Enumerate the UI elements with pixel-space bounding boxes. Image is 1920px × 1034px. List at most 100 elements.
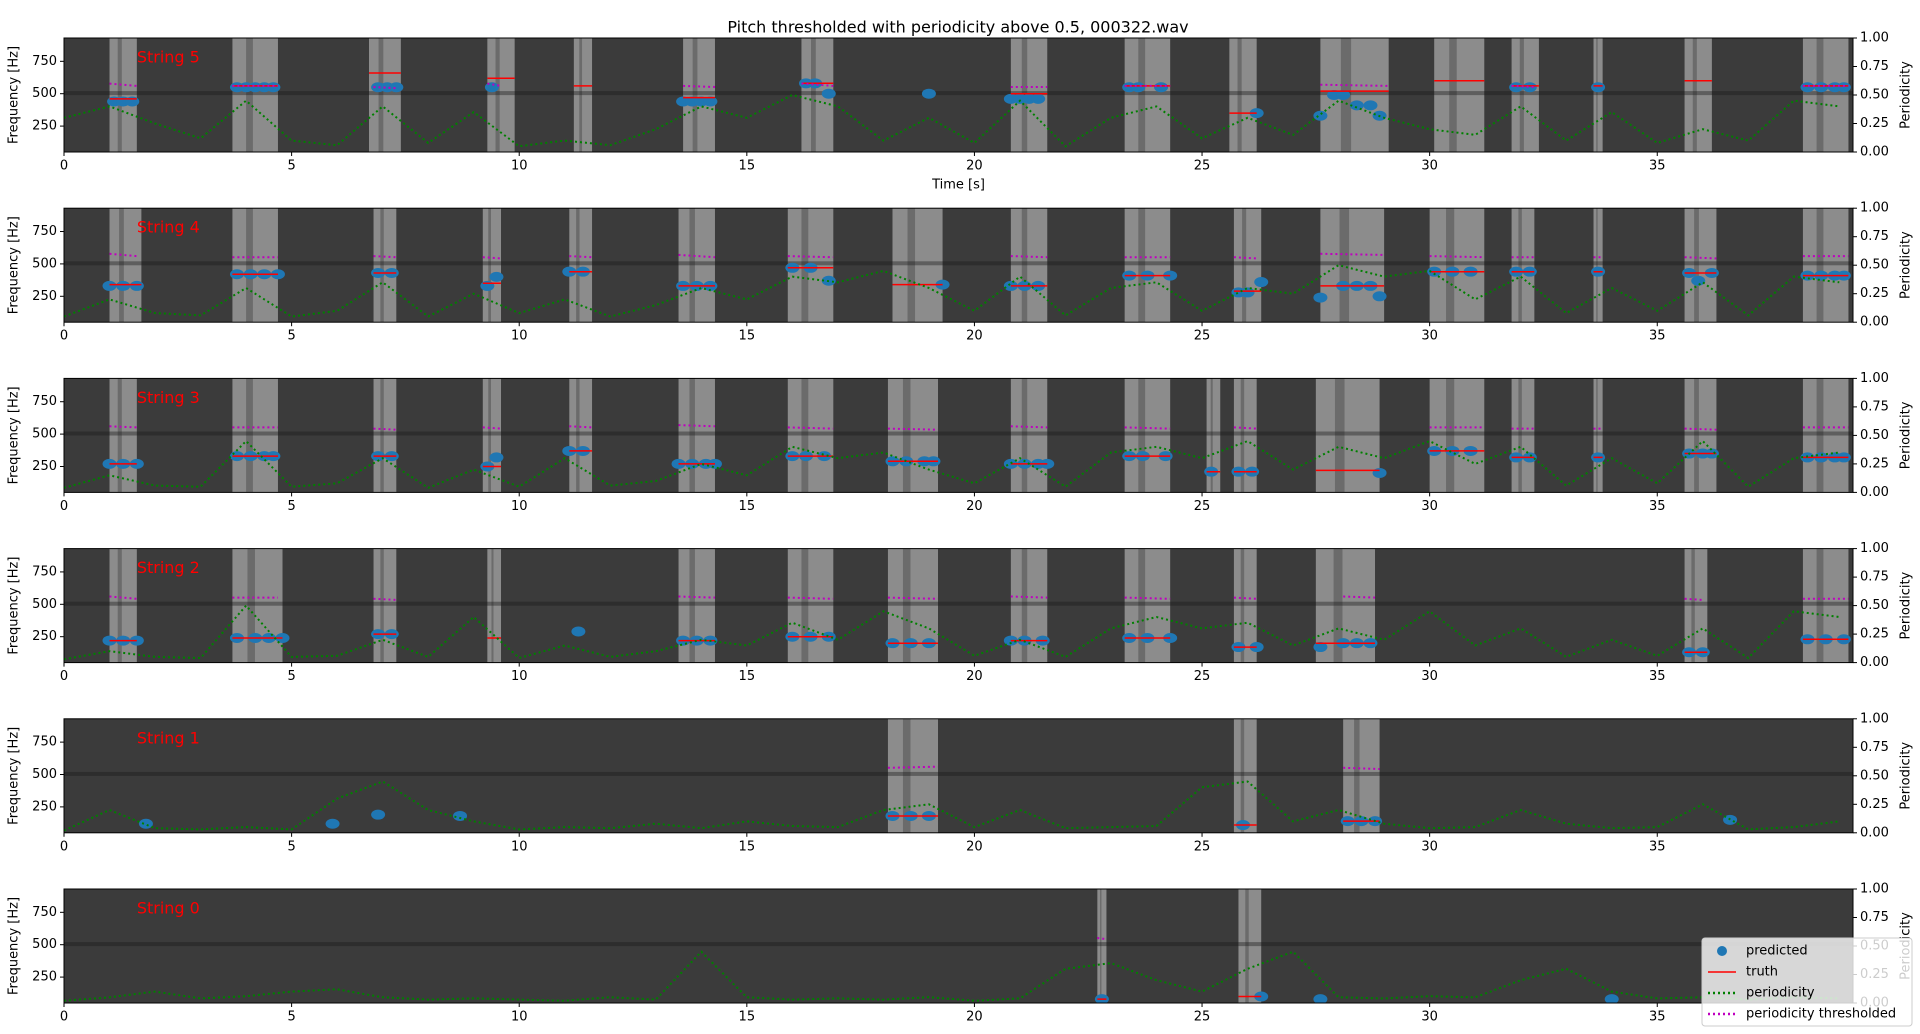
string-annotation: String 1 <box>137 728 200 747</box>
y2-tick-label: 0.50 <box>1860 428 1889 443</box>
x-axis-label: Time [s] <box>931 178 985 193</box>
predicted-point <box>1814 82 1829 93</box>
x-tick-label: 20 <box>966 669 983 684</box>
y-tick-label: 250 <box>32 970 57 985</box>
y-axis-label: Frequency [Hz] <box>7 216 22 314</box>
spectrogram-band <box>1097 889 1107 1003</box>
x-tick-label: 30 <box>1421 1010 1438 1025</box>
spectrogram-band <box>232 208 278 323</box>
spectrogram-streak <box>64 261 1853 266</box>
plot-area <box>64 548 1853 663</box>
y2-tick-label: 0.00 <box>1860 825 1889 840</box>
y-tick-label: 750 <box>32 224 57 239</box>
y-tick-label: 500 <box>32 767 57 782</box>
series-line <box>109 633 1849 653</box>
spectrogram-band <box>787 378 834 493</box>
spectrogram-band <box>1429 208 1485 323</box>
predicted-point <box>703 96 718 107</box>
x-tick-label: 35 <box>1649 329 1666 344</box>
spectrogram-band <box>373 208 397 323</box>
spectrogram-band <box>1684 548 1708 663</box>
spectrogram-band <box>1339 208 1350 323</box>
predicted-point <box>1604 994 1619 1003</box>
legend-label: periodicity thresholded <box>1746 1007 1896 1022</box>
spectrogram-band <box>1446 208 1455 323</box>
x-tick-label: 30 <box>1421 669 1438 684</box>
legend-marker <box>1717 946 1727 956</box>
x-tick-label: 15 <box>739 669 756 684</box>
spectrogram-band <box>1320 208 1385 323</box>
spectrogram-band <box>117 378 122 493</box>
x-tick-label: 25 <box>1194 159 1211 174</box>
spectrogram-band <box>1021 38 1028 152</box>
spectrogram-band <box>119 208 124 323</box>
spectrogram-band <box>576 378 580 493</box>
spectrogram <box>64 208 1853 323</box>
y-axis-label: Frequency [Hz] <box>7 557 22 655</box>
x-tick-label: 0 <box>60 839 68 854</box>
x-tick-label: 20 <box>966 329 983 344</box>
spectrogram-band <box>109 38 137 152</box>
predicted-point <box>1800 82 1815 93</box>
x-tick-label: 10 <box>511 669 528 684</box>
spectrogram <box>64 548 1853 663</box>
spectrogram-band <box>801 548 809 663</box>
predicted-point <box>1372 291 1387 302</box>
x-tick-label: 10 <box>511 329 528 344</box>
y2-tick-label: 0.75 <box>1860 59 1889 74</box>
predicted-point <box>821 88 836 99</box>
series-line <box>64 604 1840 661</box>
spectrogram-band <box>811 38 816 152</box>
y-tick-label: 750 <box>32 54 57 69</box>
predicted-point <box>562 445 577 456</box>
spectrogram-band <box>1802 208 1849 323</box>
spectrogram-band <box>1010 208 1048 323</box>
spectrogram-band <box>576 208 580 323</box>
x-tick-label: 15 <box>739 1010 756 1025</box>
spectrogram-band <box>1138 38 1146 152</box>
y2-tick-label: 1.00 <box>1860 31 1889 46</box>
spectrogram <box>64 889 1853 1003</box>
predicted-point <box>921 88 936 99</box>
spectrogram-band <box>1343 718 1380 833</box>
series-line <box>64 950 1840 1002</box>
predicted-point <box>129 635 144 646</box>
y2-tick-label: 0.75 <box>1860 570 1889 585</box>
spectrogram-band <box>1240 548 1245 663</box>
predicted-point <box>480 280 495 291</box>
predicted-point <box>489 271 504 282</box>
spectrogram-band <box>1021 378 1028 493</box>
spectrogram-band <box>1816 38 1824 152</box>
spectrogram-band <box>1138 208 1146 323</box>
predicted-point <box>1372 467 1387 478</box>
y2-tick-label: 0.00 <box>1860 485 1889 500</box>
x-tick-label: 25 <box>1194 839 1211 854</box>
y2-tick-label: 0.00 <box>1860 145 1889 160</box>
spectrogram-band <box>1124 38 1171 152</box>
spectrogram-band <box>1816 378 1824 493</box>
predicted-point <box>1154 82 1169 93</box>
spectrogram-streak <box>64 601 1853 606</box>
y-tick-label: 750 <box>32 905 57 920</box>
series-line <box>64 264 1840 318</box>
spectrogram-band <box>1694 378 1699 493</box>
spectrogram-streak <box>64 942 1853 947</box>
spectrogram-band <box>482 208 502 323</box>
y2-tick-label: 0.50 <box>1860 598 1889 613</box>
y-tick-label: 500 <box>32 256 57 271</box>
y2-tick-label: 0.00 <box>1860 315 1889 330</box>
predicted-point <box>571 626 586 637</box>
predicted-point <box>1131 82 1146 93</box>
x-tick-label: 30 <box>1421 329 1438 344</box>
predicted-point <box>1240 287 1255 298</box>
x-tick-label: 5 <box>287 499 295 514</box>
spectrogram-band <box>109 378 137 493</box>
x-tick-label: 30 <box>1421 499 1438 514</box>
x-tick-label: 15 <box>739 159 756 174</box>
x-tick-label: 10 <box>511 839 528 854</box>
predicted-point <box>116 280 131 291</box>
spectrogram-band <box>491 548 494 663</box>
x-tick-label: 0 <box>60 1010 68 1025</box>
spectrogram-band <box>1692 38 1697 152</box>
